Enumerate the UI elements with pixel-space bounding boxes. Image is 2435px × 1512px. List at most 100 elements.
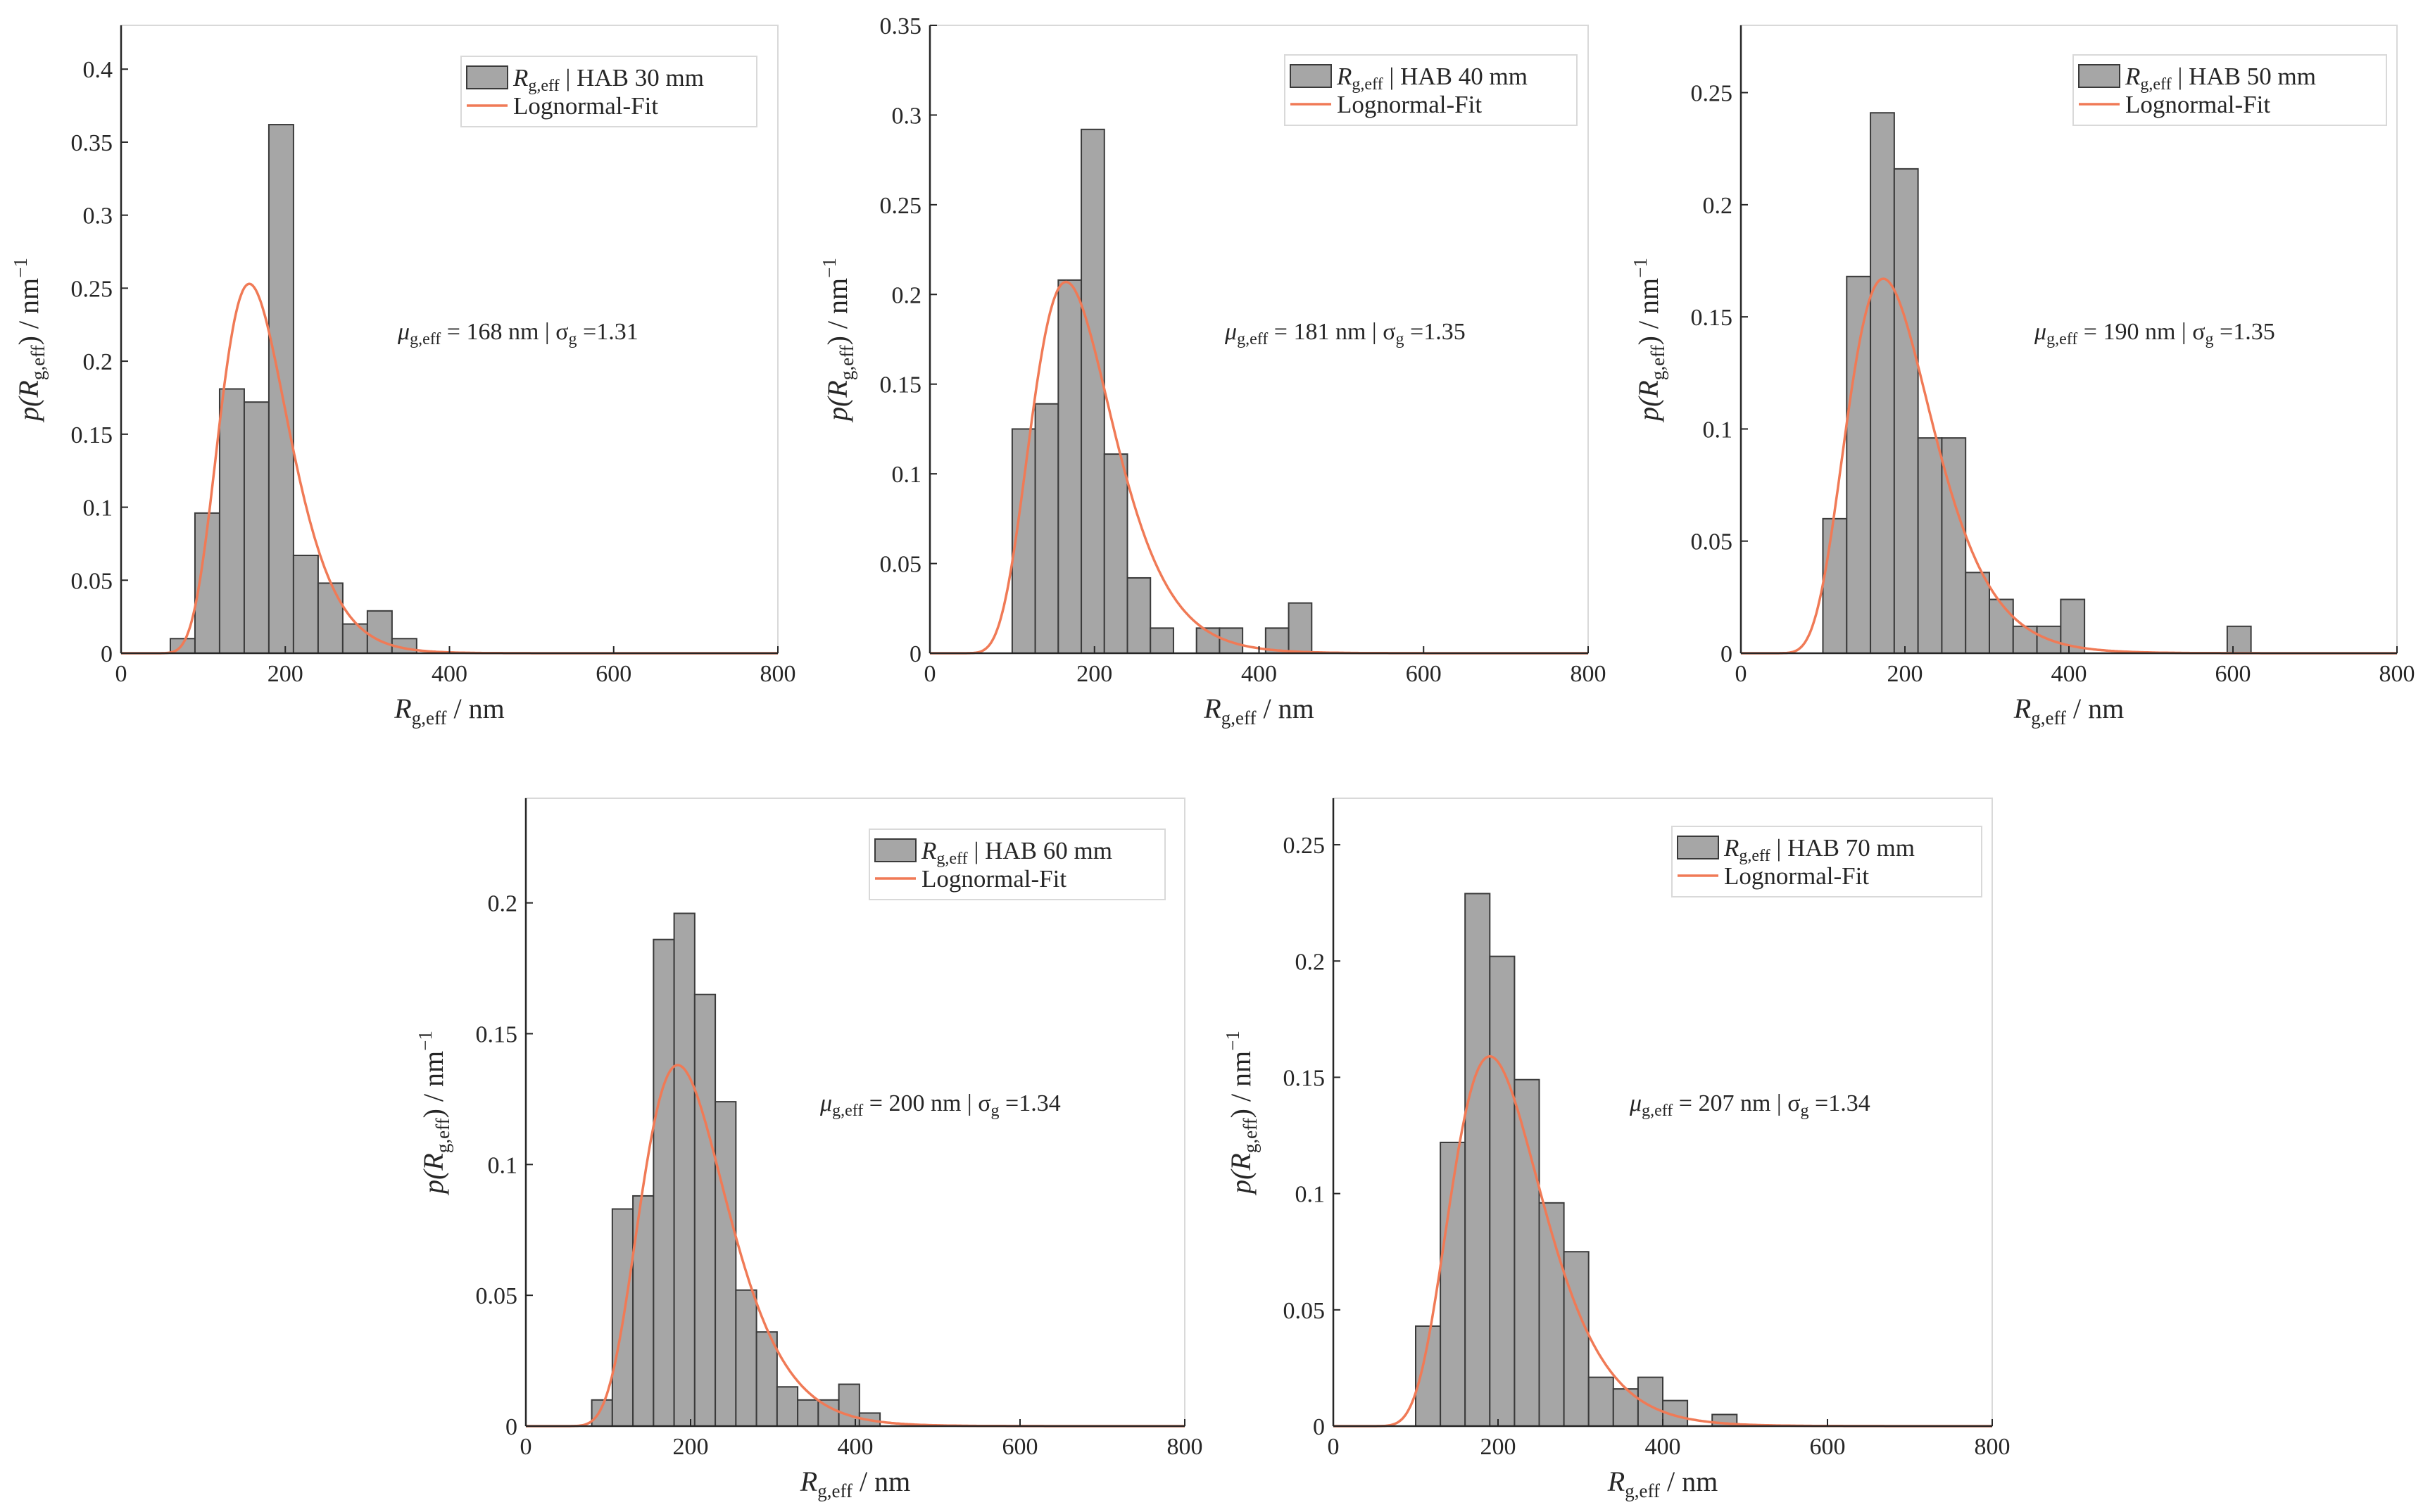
histogram-bar <box>1464 893 1491 1428</box>
y-tick-label: 0.2 <box>892 282 922 308</box>
y-tick-label: 0.1 <box>892 462 922 488</box>
y-tick-label: 0.05 <box>1283 1298 1326 1324</box>
y-tick-label: 0.2 <box>488 891 518 917</box>
y-axis-label: p(Rg,eff) / nm−1 <box>10 258 49 423</box>
y-tick-label: 0.2 <box>1703 193 1733 219</box>
histogram-bar <box>366 610 393 654</box>
histogram-bar <box>715 1101 737 1427</box>
y-tick-label: 0.2 <box>1295 949 1326 975</box>
y-tick-label: 0.3 <box>892 103 922 129</box>
histogram-bar <box>1965 572 1990 654</box>
y-tick-label: 0.15 <box>71 422 113 448</box>
x-tick-label: 200 <box>1076 661 1112 687</box>
x-tick-label: 200 <box>268 661 303 687</box>
x-tick-label: 400 <box>1241 661 1277 687</box>
x-tick-label: 600 <box>1406 661 1442 687</box>
legend-hist-swatch <box>1290 64 1332 88</box>
x-tick-label: 800 <box>1975 1434 2011 1460</box>
legend-hist-label: Rg,eff | HAB 50 mm <box>2125 63 2316 94</box>
histogram-bar <box>735 1289 757 1427</box>
chart-panel-1: 0 200 400 600 800 0 0.05 0.1 0.15 0.2 0.25 0.3 0.35 0… <box>10 25 796 729</box>
histogram-bar <box>1150 627 1174 655</box>
histogram-bar <box>1846 275 1872 654</box>
x-tick-label: 800 <box>760 661 796 687</box>
y-tick-label: 0.25 <box>71 276 113 302</box>
fit-parameters-annotation: μg,eff = 190 nm | σg =1.35 <box>2034 319 2275 348</box>
x-tick-label: 0 <box>1328 1434 1340 1460</box>
x-tick-label: 800 <box>1571 661 1606 687</box>
fit-parameters-annotation: μg,eff = 200 nm | σg =1.34 <box>819 1090 1061 1120</box>
histogram-bar <box>1988 598 2014 654</box>
x-tick-label: 200 <box>1480 1434 1516 1460</box>
fit-parameters-annotation: μg,eff = 181 nm | σg =1.35 <box>1224 319 1466 348</box>
y-tick-label: 0.35 <box>71 130 113 156</box>
x-axis-label: Rg,eff / nm <box>394 693 504 729</box>
y-tick-label: 0.25 <box>880 193 922 219</box>
legend-hist-label: Rg,eff | HAB 70 mm <box>1723 834 1915 865</box>
histogram-bar <box>317 582 344 655</box>
y-tick-label: 0 <box>1720 641 1732 667</box>
chart-panel-4: 0 200 400 600 800 0 0.05 0.1 0.15 0.2 Rg,eff / nm p… <box>415 798 1203 1501</box>
fit-parameters-annotation: μg,eff = 207 nm | σg =1.34 <box>1629 1090 1870 1120</box>
histogram-bar <box>1917 437 1943 655</box>
x-tick-label: 0 <box>924 661 936 687</box>
x-tick-label: 800 <box>1167 1434 1203 1460</box>
y-tick-label: 0.15 <box>1691 305 1733 331</box>
legend-fit-label: Lognormal-Fit <box>2125 91 2270 118</box>
x-tick-label: 600 <box>1002 1434 1038 1460</box>
y-tick-label: 0.25 <box>1691 81 1733 107</box>
legend-fit-label: Lognormal-Fit <box>1337 91 1482 118</box>
histogram-bar <box>2012 625 2038 654</box>
x-tick-label: 400 <box>838 1434 874 1460</box>
histogram-bar <box>2226 625 2252 654</box>
y-tick-label: 0.1 <box>83 496 113 522</box>
y-tick-label: 0.05 <box>71 568 113 594</box>
histogram-bar <box>1822 517 1848 654</box>
chart-panel-5: 0 200 400 600 800 0 0.05 0.1 0.15 0.2 0.25 Rg,eff /… <box>1222 798 2011 1501</box>
legend-hist-label: Rg,eff | HAB 40 mm <box>1336 63 1528 94</box>
y-tick-label: 0 <box>505 1414 517 1440</box>
y-tick-label: 0.05 <box>476 1283 518 1309</box>
x-tick-label: 600 <box>2215 661 2251 687</box>
legend-box <box>460 56 757 127</box>
histogram-bar <box>653 938 675 1427</box>
legend-box <box>869 829 1166 900</box>
x-tick-label: 0 <box>115 661 127 687</box>
fit-parameters-annotation: μg,eff = 168 nm | σg =1.31 <box>397 319 638 348</box>
y-tick-label: 0.05 <box>880 552 922 578</box>
x-tick-label: 400 <box>432 661 467 687</box>
y-axis-label: p(Rg,eff) / nm−1 <box>1630 258 1668 423</box>
x-axis-label: Rg,eff / nm <box>2013 693 2124 729</box>
legend-fit-label: Lognormal-Fit <box>921 865 1067 893</box>
legend-hist-swatch <box>1677 836 1719 859</box>
histogram-bar <box>1034 403 1059 655</box>
y-tick-label: 0.1 <box>1295 1182 1326 1208</box>
histogram-bar <box>1103 453 1128 654</box>
legend-hist-swatch <box>2078 64 2120 88</box>
histogram-bar <box>755 1331 778 1427</box>
y-tick-label: 0.3 <box>83 203 113 229</box>
histogram-bar <box>797 1399 819 1428</box>
x-tick-label: 800 <box>2379 661 2415 687</box>
legend-fit-label: Lognormal-Fit <box>1724 862 1869 890</box>
histogram-bar <box>1587 1376 1614 1427</box>
x-tick-label: 200 <box>1887 661 1923 687</box>
x-tick-label: 400 <box>2051 661 2087 687</box>
y-tick-label: 0.1 <box>1703 417 1733 443</box>
legend-hist-label: Rg,eff | HAB 30 mm <box>512 64 704 95</box>
y-tick-label: 0.05 <box>1691 529 1733 555</box>
legend-box <box>2072 54 2387 126</box>
histogram-bar <box>776 1386 799 1427</box>
y-tick-label: 0 <box>1313 1414 1325 1440</box>
y-tick-label: 0.15 <box>1283 1065 1326 1091</box>
legend-hist-swatch <box>466 65 508 89</box>
histogram-bar <box>341 623 368 655</box>
x-tick-label: 600 <box>596 661 631 687</box>
histogram-bar <box>693 993 717 1427</box>
histogram-bar <box>1126 577 1152 655</box>
